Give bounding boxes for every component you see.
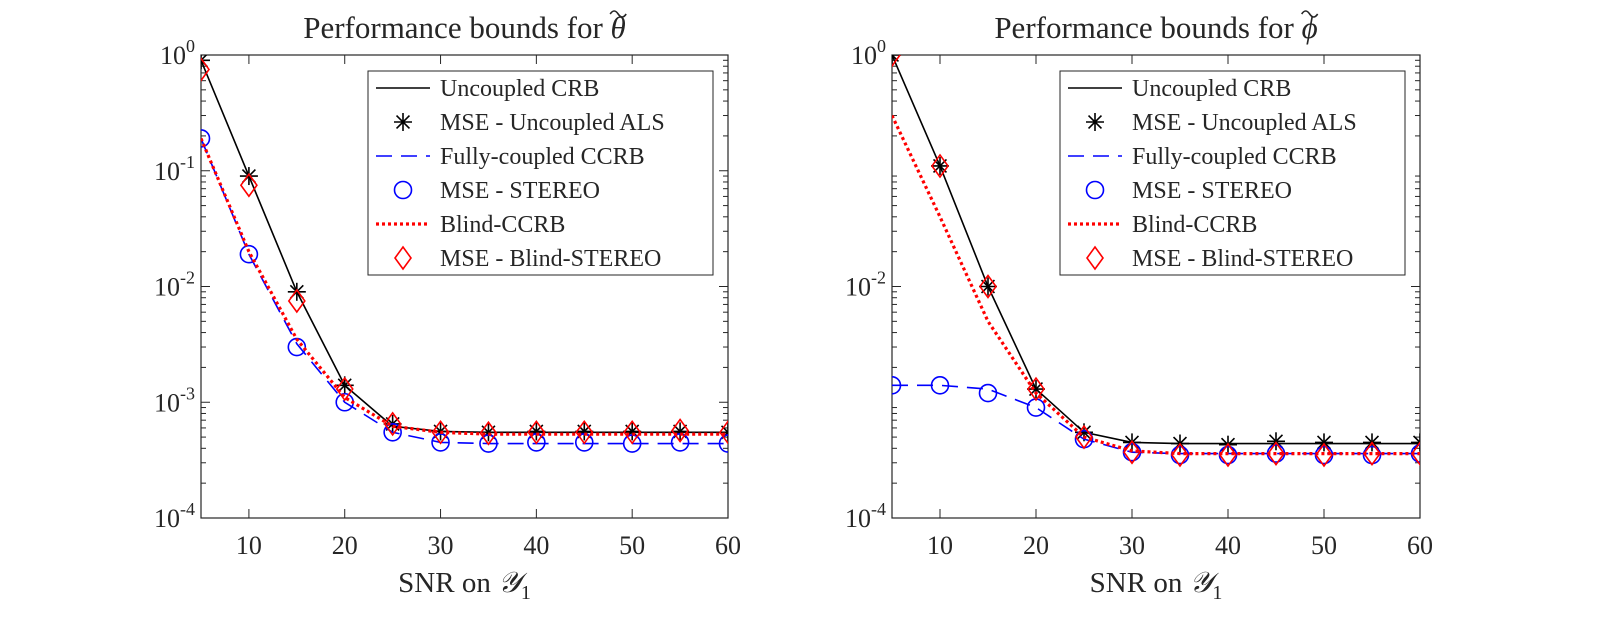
data-point [979,277,997,296]
data-point [622,434,642,453]
series-group [201,55,728,453]
x-tick-label: 60 [1407,531,1433,560]
x-tick-label: 50 [1311,531,1337,560]
legend-entry: Uncoupled CRB [1132,76,1291,102]
data-point [930,376,950,395]
legend-entry: MSE - Uncoupled ALS [1132,110,1357,136]
series-line-blind-ccrb [892,114,1420,456]
data-point [479,420,498,446]
series-group [892,55,1420,468]
data-point [931,156,949,175]
data-point [1363,441,1381,466]
data-point [1075,424,1093,450]
legend: Uncoupled CRB MSE - Uncoupled ALS Fully-co… [367,70,714,276]
data-point [239,172,258,198]
legend-entry: MSE - Uncoupled ALS [440,110,665,136]
chart-panel-1: 10-4 10-3 10-2 10-1 100 10 20 30 40 50 60 Performan… [154,10,741,604]
data-point [1123,439,1141,465]
y-tick-label: 10-2 [154,268,195,302]
y-tick-label: 10-2 [845,268,886,302]
legend-box [1059,70,1406,276]
x-tick-label: 40 [523,531,549,560]
x-axis-label: SNR on 𝒴1 [1090,567,1223,604]
legend-box [367,70,714,276]
legend-swatch [1086,245,1104,271]
legend: Uncoupled CRB MSE - Uncoupled ALS Fully-co… [1059,70,1406,276]
x-tick-label: 10 [236,531,262,560]
x-tick-label: 20 [332,531,358,560]
data-point [670,433,690,452]
legend-entry: MSE - Blind-STEREO [1132,246,1353,272]
legend-swatch [393,180,413,200]
x-tick-label: 50 [619,531,645,560]
data-point [1171,442,1189,468]
legend-entry: MSE - STEREO [1132,178,1292,204]
data-point [431,419,450,445]
legend-swatch [394,113,412,131]
legend-entry: Fully-coupled CCRB [1132,144,1337,170]
legend-entry: Fully-coupled CCRB [440,144,645,170]
y-minor-ticks [201,59,728,484]
data-point [931,153,949,179]
data-point [201,57,210,82]
y-tick-label: 100 [160,36,195,70]
chart-title: Performance bounds for ϕ [994,10,1317,45]
y-tick-label: 10-4 [154,499,195,533]
series-line-blind-ccrb [201,137,728,436]
chart-title: Performance bounds for θ [303,10,626,45]
data-point [1267,441,1285,466]
data-point [1315,433,1333,452]
tilde-accent [609,10,627,18]
data-point [575,419,594,445]
legend-entry: MSE - STEREO [440,178,600,204]
legend-swatch [1086,113,1104,131]
y-minor-ticks [892,59,1420,484]
legend-swatch [394,245,412,271]
data-point [383,411,402,437]
x-tick-label: 30 [428,531,454,560]
data-point [1027,376,1045,402]
x-tick-label: 40 [1215,531,1241,560]
data-point [718,434,728,453]
data-point [287,288,306,314]
legend-swatch [1085,180,1105,200]
x-tick-label: 60 [715,531,741,560]
data-point [239,244,259,264]
data-point [527,419,546,445]
data-point [1219,442,1237,468]
data-point [383,423,402,442]
legend-entry: Uncoupled CRB [440,76,599,102]
series-markers-mse-blind-stereo [201,57,728,446]
data-point [671,418,690,443]
y-tick-label: 100 [851,36,886,70]
data-point [719,419,728,445]
x-axis-label: SNR on 𝒴1 [398,567,531,604]
data-point [623,419,642,445]
y-tick-label: 10-4 [845,499,886,533]
x-tick-label: 20 [1023,531,1049,560]
tilde-accent [1300,10,1319,18]
chart-panel-2: 10-4 10-2 100 10 20 30 40 50 60 Performance bound… [845,10,1433,604]
x-tick-label: 10 [927,531,953,560]
y-tick-label: 10-1 [154,152,195,186]
legend-entry: MSE - Blind-STEREO [440,246,661,272]
data-point [201,129,211,148]
legend-entry: Blind-CCRB [1132,212,1257,238]
data-point [335,376,354,402]
series-markers-mse-blind-stereo [892,55,1420,468]
title-symbol: ϕ [1302,10,1318,45]
title-symbol: θ [611,10,626,45]
series-line-uncoupled-crb [892,55,1420,445]
data-point [978,383,998,403]
x-tick-label: 30 [1119,531,1145,560]
legend-entry: Blind-CCRB [440,212,565,238]
data-point [979,274,997,299]
data-point [1411,441,1420,466]
data-point [892,376,902,395]
y-tick-label: 10-3 [154,383,195,417]
data-point [1315,442,1333,468]
